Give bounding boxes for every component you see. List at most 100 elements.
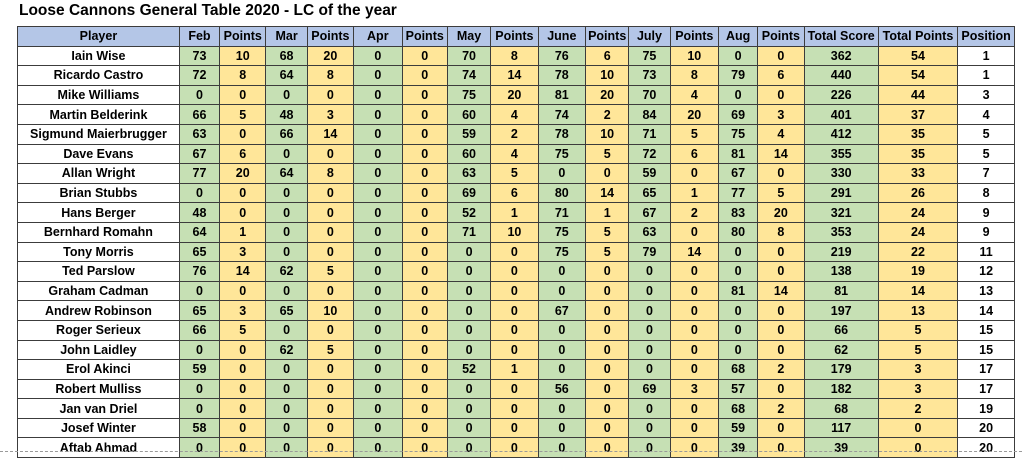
month-cell[interactable]: 0 [353,261,403,282]
month-cell[interactable]: 0 [628,280,671,302]
total-score-cell[interactable]: 291 [803,182,879,204]
points-cell[interactable]: 0 [669,319,720,341]
month-cell[interactable]: 64 [178,221,221,243]
points-cell[interactable]: 20 [669,104,720,125]
player-cell[interactable]: Ricardo Castro [17,65,180,86]
points-cell[interactable]: 8 [306,163,355,184]
month-cell[interactable]: 81 [718,143,759,165]
points-cell[interactable]: 5 [306,261,355,282]
month-cell[interactable]: 0 [353,123,403,145]
points-cell[interactable]: 0 [757,163,805,184]
month-cell[interactable]: 48 [265,104,308,125]
month-cell[interactable]: 0 [537,261,587,282]
month-cell[interactable]: 0 [446,437,492,458]
position-cell[interactable]: 15 [957,319,1015,341]
month-cell[interactable]: 0 [446,261,492,282]
total-points-cell[interactable]: 2 [877,398,959,419]
points-cell[interactable]: 5 [669,123,720,145]
points-cell[interactable]: 14 [306,123,355,145]
month-cell[interactable]: 69 [446,182,492,204]
points-cell[interactable]: 0 [219,339,267,361]
month-cell[interactable]: 72 [178,65,221,86]
points-cell[interactable]: 8 [669,65,720,86]
points-cell[interactable]: 14 [669,241,720,263]
total-score-cell[interactable]: 81 [803,280,879,302]
month-cell[interactable]: 66 [178,319,221,341]
points-cell[interactable]: 0 [585,339,630,361]
points-cell[interactable]: 0 [490,417,539,439]
month-cell[interactable]: 80 [537,182,587,204]
total-points-cell[interactable]: 35 [877,123,959,145]
points-cell[interactable]: 0 [757,417,805,439]
total-points-cell[interactable]: 54 [877,65,959,86]
player-cell[interactable]: John Laidley [17,339,180,361]
player-cell[interactable]: Erol Akinci [17,359,180,380]
total-points-cell[interactable]: 5 [877,319,959,341]
total-score-cell[interactable]: 353 [803,221,879,243]
month-cell[interactable]: 0 [265,417,308,439]
month-cell[interactable]: 0 [353,437,403,458]
month-cell[interactable]: 0 [265,182,308,204]
points-cell[interactable]: 0 [757,378,805,400]
points-cell[interactable]: 3 [306,104,355,125]
points-cell[interactable]: 3 [669,378,720,400]
month-cell[interactable]: 48 [178,202,221,223]
points-cell[interactable]: 8 [219,65,267,86]
points-cell[interactable]: 0 [401,280,448,302]
points-cell[interactable]: 0 [757,45,805,67]
month-cell[interactable]: 62 [265,339,308,361]
points-cell[interactable]: 0 [585,163,630,184]
total-score-cell[interactable]: 321 [803,202,879,223]
total-score-cell[interactable]: 219 [803,241,879,263]
total-score-cell[interactable]: 330 [803,163,879,184]
points-cell[interactable]: 0 [585,261,630,282]
month-cell[interactable]: 0 [353,163,403,184]
points-cell[interactable]: 8 [306,65,355,86]
month-cell[interactable]: 73 [178,45,221,67]
points-cell[interactable]: 0 [757,339,805,361]
player-cell[interactable]: Roger Serieux [17,319,180,341]
points-cell[interactable]: 0 [306,221,355,243]
total-points-cell[interactable]: 13 [877,300,959,321]
month-cell[interactable]: 0 [178,378,221,400]
month-cell[interactable]: 63 [446,163,492,184]
position-cell[interactable]: 14 [957,300,1015,321]
month-cell[interactable]: 75 [446,84,492,106]
month-cell[interactable]: 0 [628,417,671,439]
position-cell[interactable]: 7 [957,163,1015,184]
month-cell[interactable]: 60 [446,104,492,125]
total-score-cell[interactable]: 62 [803,339,879,361]
month-cell[interactable]: 74 [537,104,587,125]
month-cell[interactable]: 77 [178,163,221,184]
column-header-points[interactable]: Points [401,26,448,47]
position-cell[interactable]: 11 [957,241,1015,263]
month-cell[interactable]: 72 [628,143,671,165]
position-cell[interactable]: 5 [957,143,1015,165]
month-cell[interactable]: 0 [265,143,308,165]
position-cell[interactable]: 20 [957,437,1015,458]
points-cell[interactable]: 0 [401,123,448,145]
month-cell[interactable]: 0 [353,359,403,380]
total-score-cell[interactable]: 412 [803,123,879,145]
month-cell[interactable]: 78 [537,123,587,145]
points-cell[interactable]: 0 [401,261,448,282]
points-cell[interactable]: 0 [490,280,539,302]
month-cell[interactable]: 0 [353,300,403,321]
player-cell[interactable]: Aftab Ahmad [17,437,180,458]
position-cell[interactable]: 5 [957,123,1015,145]
column-header-points[interactable]: Points [585,26,630,47]
points-cell[interactable]: 0 [219,359,267,380]
total-score-cell[interactable]: 138 [803,261,879,282]
points-cell[interactable]: 0 [669,261,720,282]
points-cell[interactable]: 14 [757,143,805,165]
position-cell[interactable]: 13 [957,280,1015,302]
month-cell[interactable]: 67 [178,143,221,165]
total-score-cell[interactable]: 440 [803,65,879,86]
points-cell[interactable]: 0 [490,241,539,263]
position-cell[interactable]: 8 [957,182,1015,204]
month-cell[interactable]: 0 [353,280,403,302]
player-cell[interactable]: Josef Winter [17,417,180,439]
position-cell[interactable]: 12 [957,261,1015,282]
month-cell[interactable]: 0 [718,241,759,263]
month-cell[interactable]: 65 [178,241,221,263]
